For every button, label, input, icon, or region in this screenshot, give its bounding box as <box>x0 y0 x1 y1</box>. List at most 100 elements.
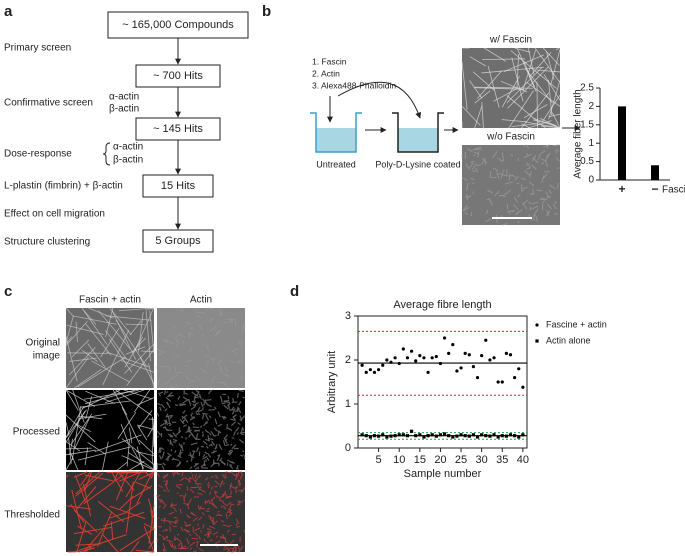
fibre <box>69 438 74 456</box>
fibre <box>136 451 155 457</box>
fibre <box>494 190 500 197</box>
fibre <box>243 325 246 329</box>
fibre <box>168 540 172 548</box>
fibre <box>181 419 186 424</box>
fibre <box>219 480 223 488</box>
fibre <box>526 144 530 149</box>
fibre <box>210 461 216 468</box>
fibre <box>176 537 182 543</box>
fibre <box>237 499 241 503</box>
fibre <box>201 333 206 338</box>
fibre <box>531 201 539 205</box>
fibre <box>227 395 230 400</box>
fibre <box>239 415 243 421</box>
fibre <box>501 194 506 198</box>
fibre <box>189 488 195 494</box>
fibre <box>85 546 92 553</box>
fibre <box>194 532 199 537</box>
fibre <box>208 317 215 323</box>
fibre <box>199 488 206 493</box>
fibre <box>485 218 492 223</box>
point <box>451 435 455 439</box>
fibre <box>210 498 214 502</box>
fibre <box>239 474 243 480</box>
fibre <box>187 498 192 506</box>
fibre <box>77 525 93 535</box>
fibre <box>167 520 172 526</box>
fibre <box>173 472 176 475</box>
fibre <box>177 461 181 467</box>
fibre <box>531 205 539 210</box>
fibre <box>216 454 221 462</box>
fibre <box>214 406 217 410</box>
fibre <box>501 223 508 226</box>
fibre <box>211 440 215 446</box>
point <box>496 380 500 384</box>
fibre <box>206 403 212 408</box>
panel-letter: a <box>4 3 13 20</box>
fibre <box>185 514 191 519</box>
fibre <box>120 424 129 444</box>
point <box>496 435 500 439</box>
fibre <box>201 343 205 346</box>
fibre <box>157 402 162 406</box>
point <box>508 353 513 357</box>
fibre <box>188 380 196 384</box>
y-tick-label: 2 <box>588 101 594 112</box>
fibre <box>167 455 169 462</box>
fibre <box>164 484 169 491</box>
fibre <box>156 430 162 436</box>
fibre <box>210 475 214 479</box>
fibre <box>177 533 180 536</box>
fibre <box>183 493 187 499</box>
fibre <box>218 499 224 502</box>
flow-box <box>135 117 221 141</box>
fibre <box>98 310 131 349</box>
column-header: Fascin + actin <box>79 295 141 306</box>
fibre <box>137 397 155 406</box>
fibre <box>504 181 514 185</box>
point <box>409 429 414 433</box>
step-label: Confirmative screen <box>4 98 93 109</box>
fibre <box>195 311 202 314</box>
fibre <box>204 532 211 536</box>
step-label: Structure clustering <box>4 237 90 248</box>
fibre <box>108 338 133 373</box>
fibre <box>71 489 82 528</box>
point <box>397 433 401 437</box>
fibre <box>196 447 199 452</box>
point <box>459 366 463 370</box>
fibre <box>65 474 69 478</box>
point <box>508 433 513 437</box>
fibre <box>84 447 89 465</box>
fibre <box>232 416 237 421</box>
fibre <box>197 315 201 318</box>
point <box>385 358 389 362</box>
fibre <box>229 539 235 544</box>
fibre <box>184 392 189 395</box>
fibre <box>550 49 561 85</box>
fibre <box>230 348 239 352</box>
fibre <box>489 170 492 178</box>
fibre <box>102 533 119 553</box>
fibre <box>157 378 160 386</box>
fibre <box>227 451 232 455</box>
fibre <box>476 163 482 167</box>
point <box>389 360 393 364</box>
x-tick-label: + <box>618 182 625 196</box>
fibre <box>65 414 96 443</box>
fibre <box>174 337 181 344</box>
fibre <box>173 544 177 550</box>
fibre <box>121 407 141 445</box>
fibre <box>240 374 243 381</box>
point <box>475 435 480 439</box>
fibre <box>467 148 473 153</box>
fibre <box>85 396 93 420</box>
fibre <box>230 418 236 421</box>
fibre <box>195 375 202 383</box>
fibre <box>75 472 104 497</box>
fibre <box>228 471 233 474</box>
fibre <box>546 210 551 217</box>
fibre <box>174 354 181 359</box>
fibre <box>117 411 137 440</box>
